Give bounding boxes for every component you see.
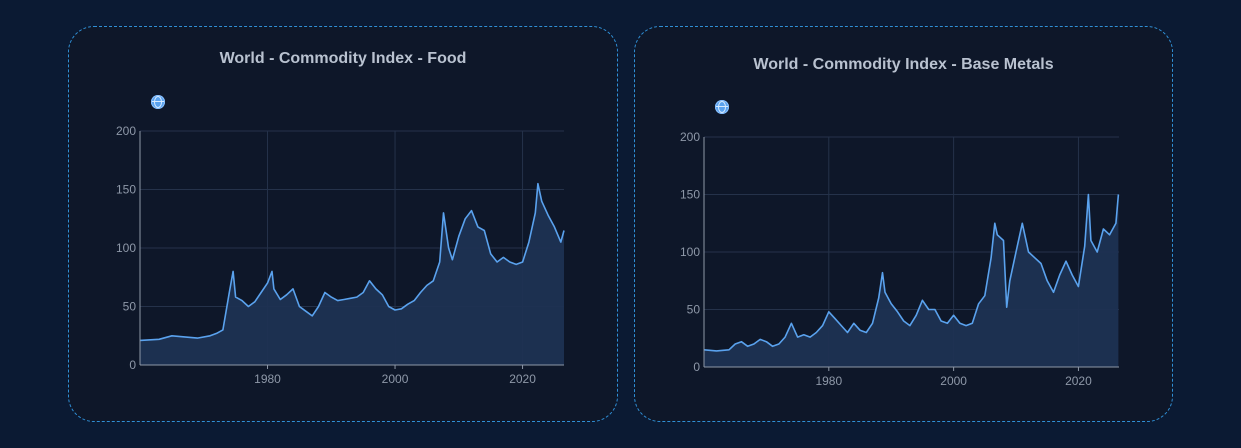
y-tick-label: 200: [116, 124, 136, 138]
y-tick-label: 0: [693, 360, 700, 374]
series-line: [703, 193, 1120, 352]
chart-svg: 0 50 100 150 200 1980 2000 2020: [116, 124, 565, 386]
globe-icon[interactable]: [715, 100, 729, 114]
chart-svg: 0 50 100 150 200 1980 2000 2020: [680, 130, 1120, 388]
x-tick-label: 2020: [1065, 374, 1092, 388]
x-tick-label: 1980: [815, 374, 842, 388]
x-tick-label: 2020: [509, 372, 536, 386]
x-tick-label: 2000: [382, 372, 409, 386]
chart-panel-base-metals: World - Commodity Index - Base Metals 0 5…: [634, 26, 1173, 422]
chart-title: World - Commodity Index - Base Metals: [753, 56, 1054, 73]
x-tick-label: 1980: [254, 372, 281, 386]
series-area: [140, 183, 564, 365]
y-tick-label: 150: [680, 188, 700, 202]
y-tick-label: 0: [129, 358, 136, 372]
y-tick-label: 50: [123, 300, 137, 314]
y-tick-label: 100: [680, 245, 700, 259]
globe-icon[interactable]: [151, 95, 165, 109]
y-tick-label: 150: [116, 183, 136, 197]
chart-panel-food: World - Commodity Index - Food 0 50 100 150…: [68, 26, 618, 422]
x-tick-label: 2000: [940, 374, 967, 388]
chart-title: World - Commodity Index - Food: [219, 50, 467, 67]
y-tick-label: 200: [680, 130, 700, 144]
series-line: [139, 182, 565, 342]
y-tick-label: 50: [687, 303, 701, 317]
series-area: [704, 194, 1119, 367]
y-tick-label: 100: [116, 241, 136, 255]
